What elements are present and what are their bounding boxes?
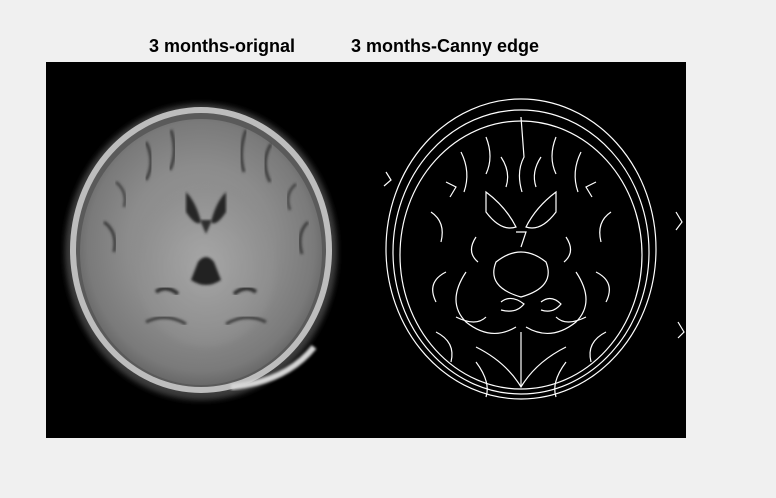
mri-original-image — [65, 104, 337, 400]
montage-canvas — [65, 98, 685, 400]
canny-edge-image — [383, 98, 685, 400]
image-axes — [46, 62, 686, 438]
left-image-title: 3 months-orignal — [149, 36, 296, 56]
right-image-title: 3 months-Canny edge — [351, 36, 540, 56]
